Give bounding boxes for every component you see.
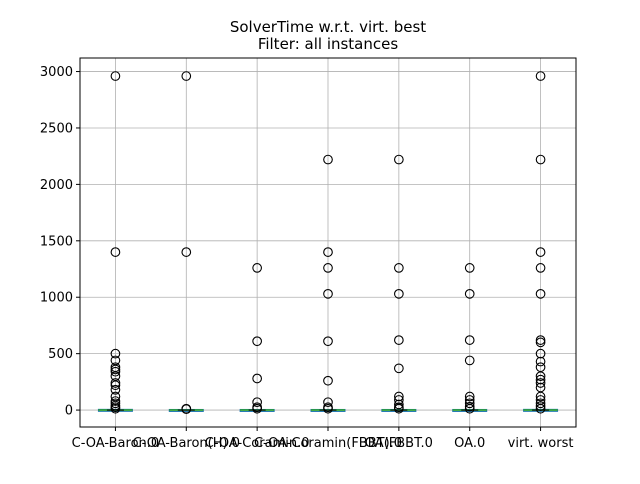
outlier-point	[110, 247, 121, 257]
x-tick-label: C-OA-Coramin(FBBT).0	[254, 436, 402, 451]
outlier-point	[535, 371, 546, 382]
outlier-point	[323, 247, 333, 257]
outlier-point	[394, 288, 404, 299]
outlier-point	[535, 263, 546, 273]
outlier-point	[394, 399, 404, 410]
y-tick-label: 0	[65, 404, 73, 419]
outlier-point	[464, 335, 475, 345]
x-axis-ticks: C-OA-Baron.0C-OA-Baron(H).0C-OA-Coramin.…	[72, 427, 574, 451]
y-tick-label: 3000	[40, 65, 73, 80]
outlier-point	[110, 403, 121, 414]
outlier-point	[110, 380, 121, 391]
outlier-point	[535, 398, 546, 409]
outlier-point	[110, 71, 121, 81]
outlier-point	[323, 263, 333, 273]
outlier-point	[323, 336, 333, 347]
outlier-point	[535, 348, 546, 359]
outlier-point	[535, 71, 546, 81]
grid-lines	[80, 58, 576, 427]
outlier-point	[394, 154, 404, 165]
x-tick-label: virt. worst	[508, 436, 574, 451]
outlier-point	[323, 403, 333, 414]
outlier-point	[252, 336, 262, 347]
outlier-points	[110, 71, 546, 415]
y-tick-label: 1500	[40, 234, 73, 249]
outlier-point	[394, 335, 404, 345]
outlier-point	[464, 355, 475, 366]
outlier-point	[181, 71, 192, 81]
outlier-point	[394, 263, 404, 273]
outlier-point	[181, 404, 192, 415]
outlier-point	[252, 373, 262, 384]
y-tick-label: 2500	[40, 121, 73, 136]
outlier-point	[535, 403, 546, 414]
outlier-point	[464, 398, 475, 409]
outlier-point	[535, 374, 546, 385]
outlier-point	[535, 378, 546, 388]
x-tick-label: OA.0	[454, 436, 485, 451]
outlier-point	[110, 366, 121, 377]
outlier-point	[252, 403, 262, 414]
outlier-point	[464, 263, 475, 273]
y-tick-label: 2000	[40, 178, 73, 193]
chart-title: SolverTime w.r.t. virt. best	[230, 18, 426, 36]
outlier-point	[394, 391, 404, 402]
outlier-point	[110, 348, 121, 359]
y-tick-label: 1000	[40, 291, 73, 306]
boxes	[97, 408, 559, 412]
outlier-point	[535, 391, 546, 402]
outlier-point	[535, 401, 546, 411]
outlier-point	[252, 397, 262, 408]
outlier-point	[110, 384, 121, 395]
outlier-point	[323, 154, 333, 165]
outlier-point	[252, 263, 262, 273]
x-tick-label: C-OA-Coramin.0	[205, 436, 310, 451]
outlier-point	[323, 397, 333, 408]
x-tick-label: C-OA-Baron.0	[72, 436, 160, 451]
chart-subtitle: Filter: all instances	[258, 35, 399, 53]
outlier-point	[394, 363, 404, 374]
outlier-point	[464, 391, 475, 402]
outlier-point	[323, 288, 333, 299]
outlier-point	[535, 335, 546, 345]
outlier-point	[464, 288, 475, 299]
outlier-point	[110, 396, 121, 406]
y-axis-ticks: 0 500 1000 1500 2000 2500 3000	[40, 65, 80, 419]
x-tick-label: OA(FBBT.0	[365, 436, 433, 451]
outlier-point	[535, 337, 546, 348]
outlier-point	[464, 403, 475, 414]
outlier-point	[323, 375, 333, 386]
x-tick-label: C-OA-Baron(H).0	[133, 436, 240, 451]
outlier-point	[110, 378, 121, 388]
outlier-point	[110, 398, 121, 409]
outlier-point	[535, 356, 546, 367]
outlier-point	[110, 364, 121, 375]
outlier-point	[535, 154, 546, 165]
outlier-point	[181, 247, 192, 257]
outlier-point	[535, 288, 546, 299]
y-tick-label: 500	[48, 347, 73, 362]
outlier-point	[394, 403, 404, 414]
outlier-point	[535, 247, 546, 257]
